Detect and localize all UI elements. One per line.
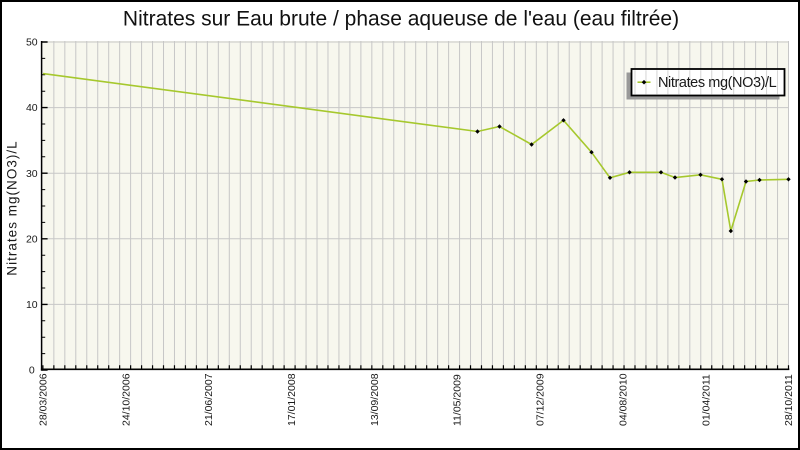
svg-text:11/05/2009: 11/05/2009 xyxy=(452,374,464,426)
svg-text:04/08/2010: 04/08/2010 xyxy=(617,373,629,426)
svg-text:30: 30 xyxy=(26,168,38,180)
svg-text:07/12/2009: 07/12/2009 xyxy=(535,373,547,426)
svg-text:28/10/2011: 28/10/2011 xyxy=(783,374,795,426)
svg-text:28/03/2006: 28/03/2006 xyxy=(38,373,50,426)
svg-text:13/09/2008: 13/09/2008 xyxy=(369,373,381,426)
svg-text:0: 0 xyxy=(29,365,35,377)
svg-text:21/06/2007: 21/06/2007 xyxy=(203,373,215,426)
svg-text:Nitrates mg(NO3)/L: Nitrates mg(NO3)/L xyxy=(658,75,777,91)
svg-text:50: 50 xyxy=(26,37,38,49)
svg-text:01/04/2011: 01/04/2011 xyxy=(700,374,712,426)
svg-text:20: 20 xyxy=(26,233,38,245)
svg-text:Nitrates mg(NO3)/L: Nitrates mg(NO3)/L xyxy=(5,140,20,275)
svg-text:40: 40 xyxy=(26,102,38,114)
svg-text:24/10/2006: 24/10/2006 xyxy=(120,373,132,426)
svg-text:Nitrates sur Eau brute / phase: Nitrates sur Eau brute / phase aqueuse d… xyxy=(123,8,679,31)
svg-text:10: 10 xyxy=(26,299,38,311)
svg-text:17/01/2008: 17/01/2008 xyxy=(286,373,298,426)
